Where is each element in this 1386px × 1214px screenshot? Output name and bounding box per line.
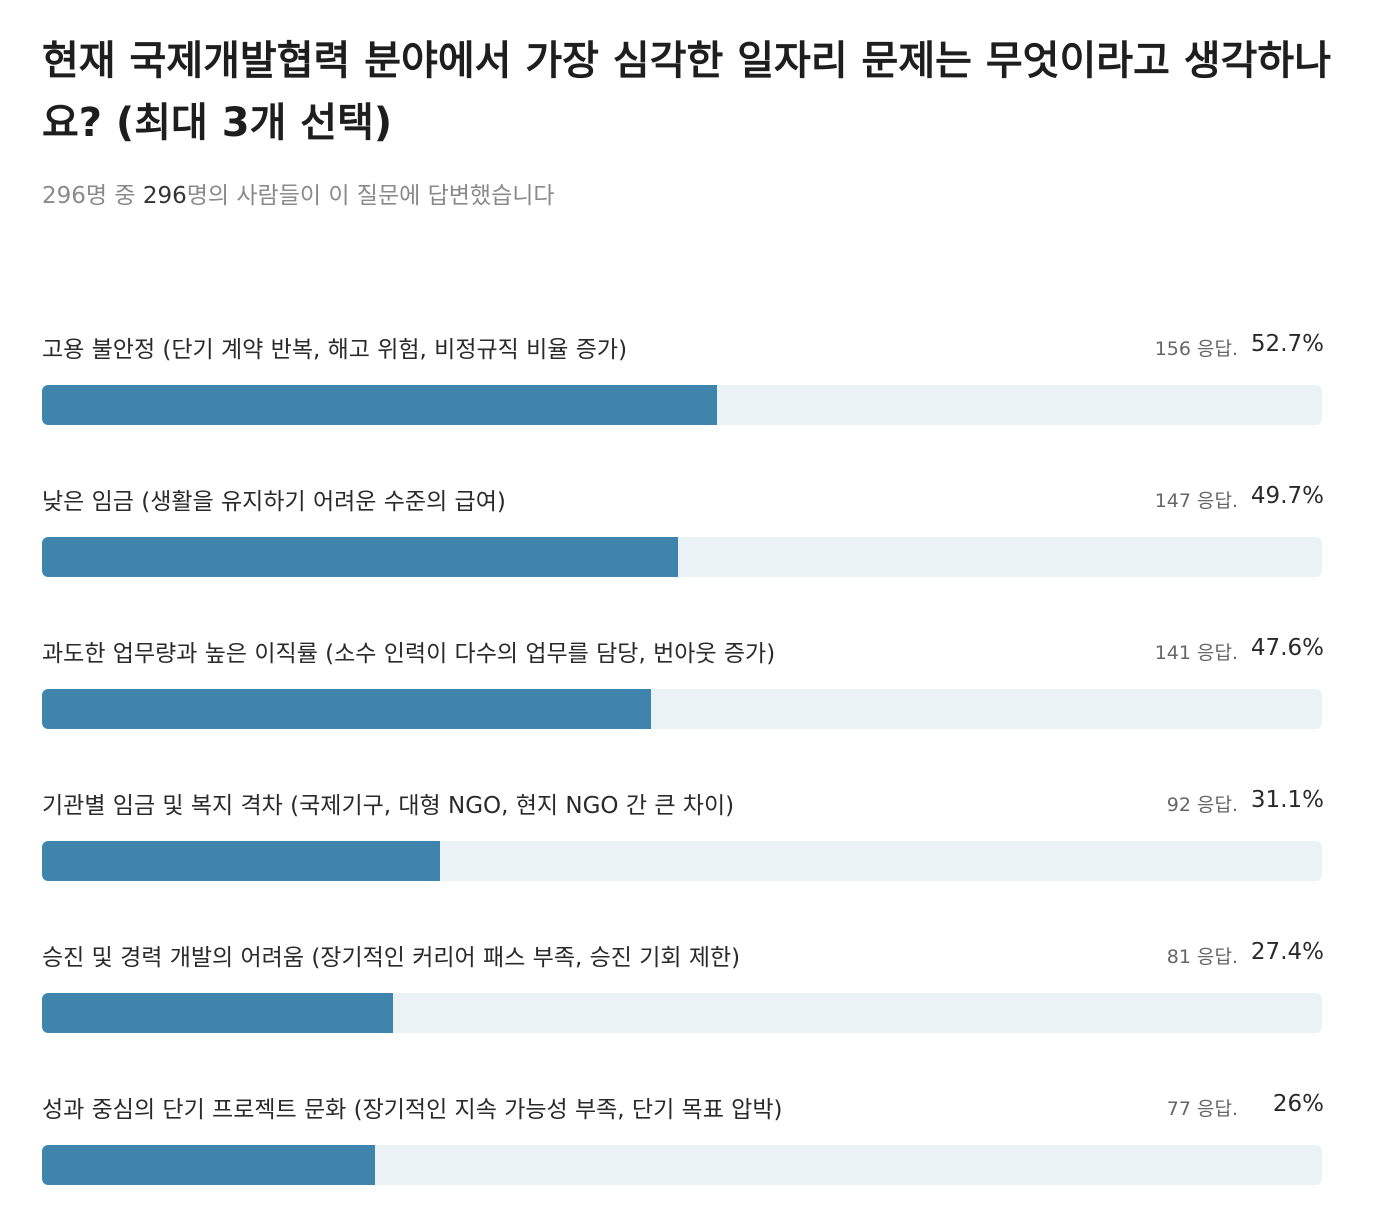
- bar-track: [42, 993, 1322, 1033]
- response-count: 92 응답.: [1166, 794, 1238, 816]
- response-count: 141 응답.: [1154, 642, 1238, 664]
- response-count: 81 응답.: [1166, 946, 1238, 968]
- bar-track: [42, 689, 1322, 729]
- bar: [42, 537, 679, 577]
- bar-track: [42, 1145, 1322, 1185]
- percent-label: 27.4%: [1250, 939, 1324, 965]
- percent-label: 52.7%: [1250, 331, 1324, 357]
- bar: [42, 689, 652, 729]
- question-title: 현재 국제개발협력 분야에서 가장 심각한 일자리 문제는 무엇이라고 생각하나…: [42, 38, 1332, 146]
- bar: [42, 993, 393, 1033]
- answer-label: 기관별 임금 및 복지 격차 (국제기구, 대형 NGO, 현지 NGO 간 큰…: [42, 793, 735, 819]
- subtitle-count: 296: [142, 183, 187, 209]
- answer-label: 성과 중심의 단기 프로젝트 문화 (장기적인 지속 가능성 부족, 단기 목표…: [42, 1097, 783, 1123]
- bar: [42, 841, 441, 881]
- percent-label: 31.1%: [1250, 787, 1324, 813]
- percent-label: 49.7%: [1250, 483, 1324, 509]
- answer-row: 고용 불안정 (단기 계약 반복, 해고 위험, 비정규직 비율 증가) 156 …: [42, 322, 1324, 432]
- answer-label: 승진 및 경력 개발의 어려움 (장기적인 커리어 패스 부족, 승진 기회 제…: [42, 945, 741, 971]
- answer-row: 기관별 임금 및 복지 격차 (국제기구, 대형 NGO, 현지 NGO 간 큰…: [42, 778, 1324, 888]
- subtitle: 296명 중 296명의 사람들이 이 질문에 답변했습니다: [42, 176, 555, 210]
- answer-label: 낮은 임금 (생활을 유지하기 어려운 수준의 급여): [42, 489, 506, 515]
- bar-track: [42, 537, 1322, 577]
- subtitle-text: 명의 사람들이 이 질문에 답변했습니다: [186, 183, 555, 209]
- bar: [42, 1145, 375, 1185]
- answer-label: 고용 불안정 (단기 계약 반복, 해고 위험, 비정규직 비율 증가): [42, 337, 628, 363]
- answer-row: 성과 중심의 단기 프로젝트 문화 (장기적인 지속 가능성 부족, 단기 목표…: [42, 1082, 1324, 1192]
- bar-track: [42, 841, 1322, 881]
- response-count: 156 응답.: [1154, 338, 1238, 360]
- percent-label: 47.6%: [1250, 635, 1324, 661]
- bar: [42, 385, 717, 425]
- subtitle-text: 296명 중: [42, 183, 143, 209]
- answer-row: 과도한 업무량과 높은 이직률 (소수 인력이 다수의 업무를 담당, 번아웃 …: [42, 626, 1324, 736]
- answer-row: 낮은 임금 (생활을 유지하기 어려운 수준의 급여) 147 응답. 49.7%: [42, 474, 1324, 584]
- response-count: 147 응답.: [1154, 490, 1238, 512]
- answer-row: 승진 및 경력 개발의 어려움 (장기적인 커리어 패스 부족, 승진 기회 제…: [42, 930, 1324, 1040]
- response-count: 77 응답.: [1166, 1098, 1238, 1120]
- percent-label: 26%: [1272, 1091, 1324, 1117]
- bar-track: [42, 385, 1322, 425]
- answer-label: 과도한 업무량과 높은 이직률 (소수 인력이 다수의 업무를 담당, 번아웃 …: [42, 641, 776, 667]
